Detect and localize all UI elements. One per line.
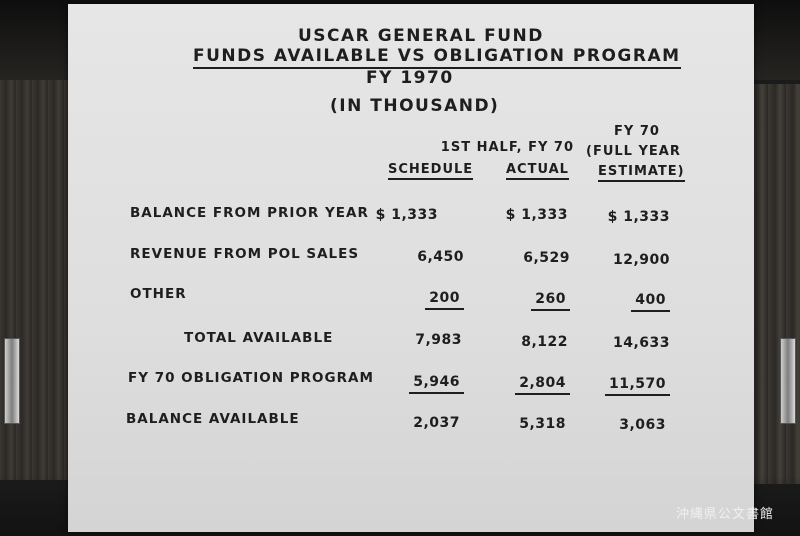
row2-estimate: 12,900 [612,252,670,268]
row6-estimate: 3,063 [619,417,666,433]
title-line1: USCAR GENERAL FUND [298,26,544,46]
row3-schedule: 200 [374,290,464,310]
row1-actual: $ 1,333 [505,207,568,223]
row-label-balance-prior: BALANCE FROM PRIOR YEAR [130,205,369,221]
row-label-obligation: FY 70 OBLIGATION PROGRAM [128,370,374,386]
header-schedule: SCHEDULE [388,162,474,180]
header-fy70-line3: ESTIMATE) [598,164,685,182]
row3-actual: 260 [480,291,570,311]
row-label-other: OTHER [130,286,187,302]
row6-actual: 5,318 [519,416,566,432]
row2-schedule: 6,450 [417,249,464,265]
archive-watermark: 沖縄県公文書館 [675,507,774,522]
header-actual: ACTUAL [506,162,569,180]
header-fy70-line2: (FULL YEAR [586,144,681,159]
header-first-half: 1ST HALF, FY 70 [440,140,574,155]
row3-estimate: 400 [580,292,670,312]
chart-board: USCAR GENERAL FUND FUNDS AVAILABLE VS OB… [68,4,754,532]
row5-schedule: 5,946 [374,374,464,394]
row4-estimate: 14,633 [612,335,670,351]
row6-schedule: 2,037 [413,415,460,431]
row-label-revenue: REVENUE FROM POL SALES [130,246,360,262]
wood-panel-right [750,84,800,484]
row1-estimate: $ 1,333 [607,209,670,225]
row2-actual: 6,529 [523,250,570,266]
row5-estimate: 11,570 [580,376,670,396]
title-line2: FUNDS AVAILABLE VS OBLIGATION PROGRAM [193,46,681,69]
row4-schedule: 7,983 [415,332,462,348]
hinge-left [4,338,20,424]
title-line3: FY 1970 [366,68,454,88]
header-fy70-line1: FY 70 [614,124,660,139]
row-label-total: TOTAL AVAILABLE [184,330,334,346]
title-line4: (IN THOUSAND) [330,96,500,116]
row4-actual: 8,122 [521,334,568,350]
row1-schedule: $ 1,333 [375,207,438,223]
hinge-right [780,338,796,424]
row5-actual: 2,804 [480,375,570,395]
row-label-balance-available: BALANCE AVAILABLE [126,411,300,427]
